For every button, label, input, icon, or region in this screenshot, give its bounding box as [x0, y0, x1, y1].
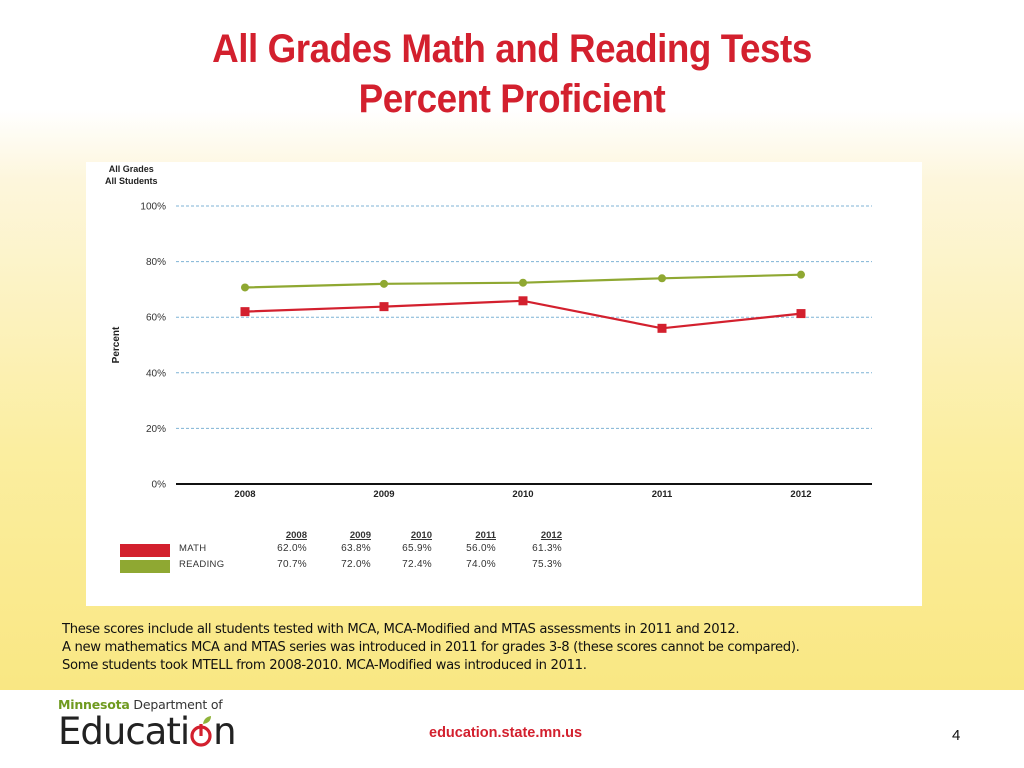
chart-header-grades: All Grades	[108, 164, 154, 174]
table-value: 63.8%	[341, 543, 371, 554]
page-number: 4	[952, 727, 961, 744]
logo-education-text: Educati n	[58, 710, 237, 753]
website-link[interactable]: education.state.mn.us	[429, 725, 583, 741]
table-year-header: 2012	[540, 530, 562, 541]
chart-data-table: 2008 2009 2010 2011 2012 MATH 62.0% 63.8% 65.9% 5…	[86, 528, 922, 578]
chart-header-students: All Students	[105, 176, 158, 186]
mde-logo: Minnesota Department of Educati n	[58, 697, 237, 753]
table-value: 74.0%	[466, 559, 496, 570]
slide-title-line-1: All Grades Math and Reading Tests	[212, 27, 812, 71]
footnote-line-3: Some students took MTELL from 2008-2010.…	[62, 658, 587, 673]
table-year-header: 2009	[349, 530, 371, 541]
table-value: 72.4%	[402, 559, 432, 570]
logo-department-text: Minnesota Department of	[58, 697, 223, 712]
footnote-line-2: A new mathematics MCA and MTAS series wa…	[62, 640, 800, 655]
footnote: These scores include all students tested…	[62, 621, 800, 675]
chart-panel: All Grades All Students Percent 0% 20% 40% 6…	[86, 162, 922, 606]
x-tick-label: 2010	[512, 489, 533, 500]
data-point-math	[379, 302, 389, 312]
slide-title-line-2: Percent Proficient	[358, 77, 666, 121]
table-year-header: 2010	[410, 530, 432, 541]
table-year-header: 2011	[475, 530, 496, 541]
data-point-reading	[797, 270, 805, 279]
data-point-reading	[519, 278, 527, 287]
table-year-header: 2008	[285, 530, 307, 541]
data-point-reading	[380, 279, 388, 288]
table-value: 70.7%	[277, 559, 307, 570]
y-tick-label: 20%	[146, 424, 166, 435]
table-value: 72.0%	[341, 559, 371, 570]
x-tick-label: 2009	[373, 489, 394, 500]
table-value: 56.0%	[466, 543, 496, 554]
table-value: 75.3%	[532, 559, 562, 570]
data-point-reading	[241, 283, 249, 292]
legend-swatch-math	[120, 544, 170, 557]
line-chart: Percent 0% 20% 40% 60% 80% 100% 2008 2009 2010 201…	[111, 202, 872, 500]
x-tick-label: 2011	[652, 489, 673, 500]
x-tick-label: 2012	[790, 489, 811, 500]
x-tick-label: 2008	[234, 489, 255, 500]
legend-label-reading: READING	[179, 559, 225, 570]
data-point-math	[796, 309, 806, 319]
data-point-math	[657, 323, 667, 333]
data-point-math	[518, 296, 528, 306]
y-tick-label: 60%	[146, 313, 166, 324]
power-apple-icon	[189, 711, 213, 753]
table-value: 62.0%	[277, 543, 307, 554]
y-tick-label: 80%	[146, 257, 166, 268]
y-tick-label: 100%	[140, 202, 166, 213]
data-point-math	[240, 307, 250, 317]
data-point-reading	[658, 274, 666, 283]
y-tick-label: 0%	[152, 480, 167, 491]
chart-header: All Grades All Students	[105, 163, 158, 187]
y-axis-label: Percent	[111, 326, 122, 363]
y-tick-label: 40%	[146, 368, 166, 379]
legend-swatch-reading	[120, 560, 170, 573]
legend-label-math: MATH	[179, 543, 207, 554]
slide-title: All Grades Math and Reading Tests Percen…	[41, 24, 983, 124]
footnote-line-1: These scores include all students tested…	[62, 622, 740, 637]
table-value: 61.3%	[532, 543, 562, 554]
table-value: 65.9%	[402, 543, 432, 554]
